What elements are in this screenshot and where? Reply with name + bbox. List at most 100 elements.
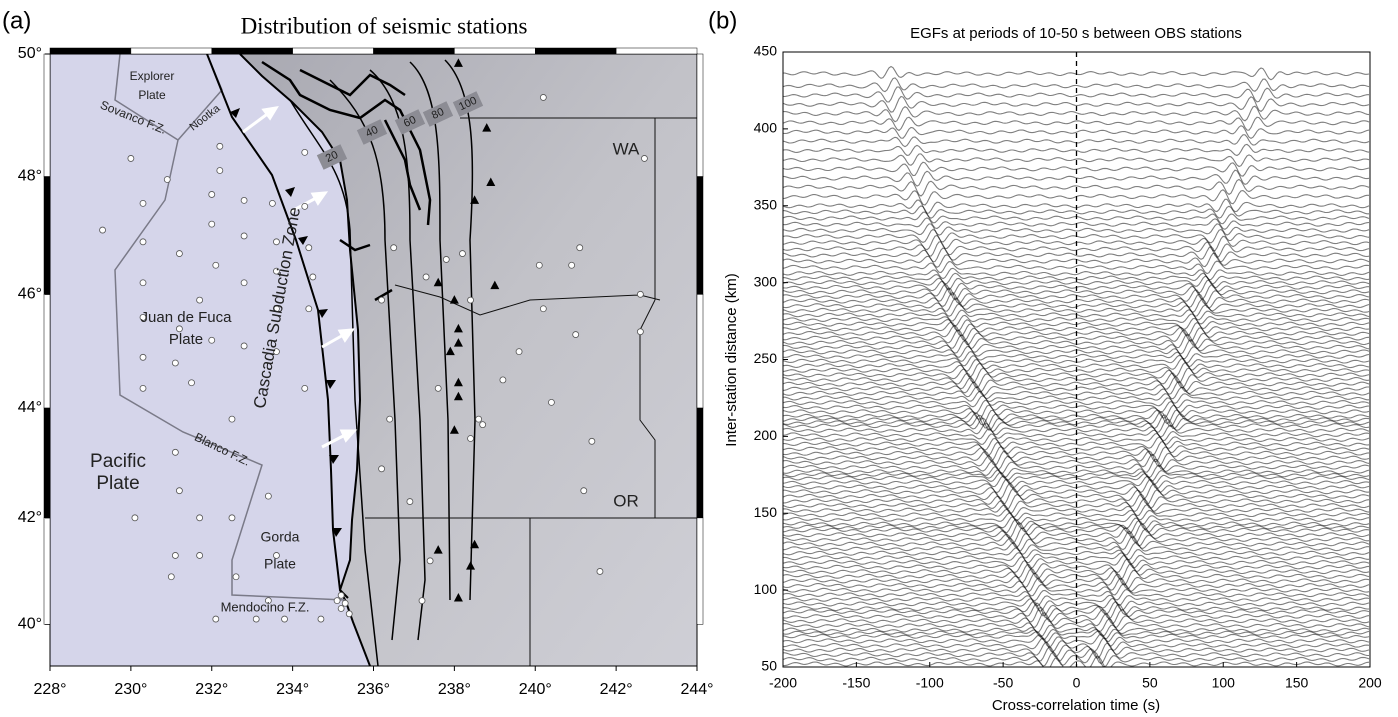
egf-trace bbox=[783, 169, 1370, 187]
x-tick-label: -50 bbox=[993, 675, 1013, 691]
annotation: OR bbox=[613, 491, 639, 510]
egf-trace bbox=[783, 555, 1370, 569]
station bbox=[572, 331, 580, 338]
frame-band bbox=[43, 176, 51, 295]
map-title: Distribution of seismic stations bbox=[241, 13, 528, 38]
station bbox=[212, 615, 220, 623]
station bbox=[442, 256, 450, 263]
frame-band bbox=[696, 176, 704, 295]
station bbox=[139, 353, 147, 361]
y-tick-label: 300 bbox=[754, 273, 778, 289]
station bbox=[434, 384, 442, 392]
egf-trace bbox=[783, 178, 1370, 197]
y-tick-label: 44° bbox=[18, 399, 42, 416]
station bbox=[499, 376, 507, 384]
trench-teeth bbox=[230, 108, 342, 537]
station bbox=[139, 384, 147, 392]
land-station bbox=[433, 277, 443, 287]
panel-label: (a) bbox=[2, 7, 31, 34]
contour-label-box bbox=[316, 144, 348, 170]
station bbox=[426, 557, 434, 565]
station bbox=[386, 415, 394, 423]
egf-trace bbox=[783, 504, 1370, 518]
egf-trace bbox=[783, 329, 1370, 346]
station bbox=[418, 597, 426, 605]
contour-label-box bbox=[356, 119, 388, 145]
egf-trace bbox=[783, 358, 1370, 372]
egf-trace bbox=[783, 321, 1370, 337]
land bbox=[240, 54, 697, 666]
land-station bbox=[433, 545, 443, 554]
egf-trace bbox=[783, 606, 1370, 625]
station bbox=[240, 279, 248, 287]
y-tick-label: 350 bbox=[754, 196, 778, 212]
station bbox=[252, 615, 260, 623]
land-station bbox=[453, 58, 463, 67]
station bbox=[208, 220, 216, 228]
frame-band bbox=[615, 47, 698, 55]
station bbox=[305, 244, 313, 252]
egf-trace bbox=[783, 572, 1370, 590]
annotation: Mendocino F.Z. bbox=[221, 599, 310, 614]
station bbox=[390, 244, 398, 252]
station bbox=[459, 250, 466, 257]
frame-band bbox=[292, 47, 374, 55]
egf-trace bbox=[783, 367, 1370, 384]
x-tick-label: 242° bbox=[600, 681, 633, 698]
egf-trace bbox=[783, 283, 1370, 301]
station bbox=[175, 250, 183, 257]
egf-trace bbox=[783, 655, 1370, 667]
station bbox=[273, 552, 280, 559]
station bbox=[580, 487, 588, 495]
x-tick-label: 200 bbox=[1358, 675, 1382, 691]
egf-trace bbox=[783, 512, 1370, 526]
station bbox=[273, 348, 280, 356]
station bbox=[188, 379, 195, 387]
station bbox=[301, 384, 309, 392]
frame-band bbox=[696, 53, 704, 177]
station bbox=[127, 155, 135, 162]
land-station bbox=[445, 346, 455, 356]
egf-trace bbox=[783, 646, 1369, 665]
egf-trace bbox=[783, 601, 1369, 617]
station bbox=[139, 238, 147, 246]
station bbox=[240, 197, 248, 204]
y-tick-label: 150 bbox=[754, 504, 778, 520]
y-tick-label: 250 bbox=[754, 350, 778, 366]
station bbox=[212, 261, 220, 269]
station bbox=[269, 199, 276, 207]
station bbox=[273, 267, 280, 275]
egf-trace bbox=[783, 205, 1369, 219]
land-station bbox=[453, 391, 463, 401]
egf-trace bbox=[783, 583, 1370, 597]
station bbox=[548, 398, 555, 406]
x-tick-label: 0 bbox=[1073, 675, 1081, 691]
frame-band bbox=[373, 47, 455, 55]
land-station bbox=[453, 377, 463, 387]
egf-trace bbox=[783, 458, 1370, 475]
station bbox=[641, 155, 648, 162]
station bbox=[175, 325, 183, 333]
contour-label: 20 bbox=[324, 149, 340, 165]
map-axes: 228° 230° 232° 234° 236° 238° 240° 242° 244° 40° 4… bbox=[18, 45, 714, 698]
station bbox=[99, 226, 106, 234]
slab-contours bbox=[289, 59, 476, 666]
state-borders bbox=[365, 117, 697, 666]
x-tick-label: 240° bbox=[519, 681, 552, 698]
station bbox=[636, 290, 644, 298]
egf-axes: -200 -150 -100 -50 0 50 100 150 200 50 100 150 200 25… bbox=[754, 43, 1382, 691]
stations bbox=[99, 58, 648, 623]
station bbox=[196, 552, 204, 559]
y-tick-label: 40° bbox=[18, 616, 42, 633]
station bbox=[139, 199, 147, 207]
station bbox=[596, 568, 604, 575]
egf-trace bbox=[783, 527, 1370, 544]
station bbox=[167, 573, 175, 581]
station bbox=[467, 296, 474, 304]
frame-band bbox=[130, 47, 212, 55]
egf-trace bbox=[783, 436, 1370, 451]
frame-band bbox=[49, 47, 132, 55]
egf-trace bbox=[783, 411, 1370, 429]
frame-band bbox=[43, 294, 51, 409]
station bbox=[539, 94, 547, 101]
